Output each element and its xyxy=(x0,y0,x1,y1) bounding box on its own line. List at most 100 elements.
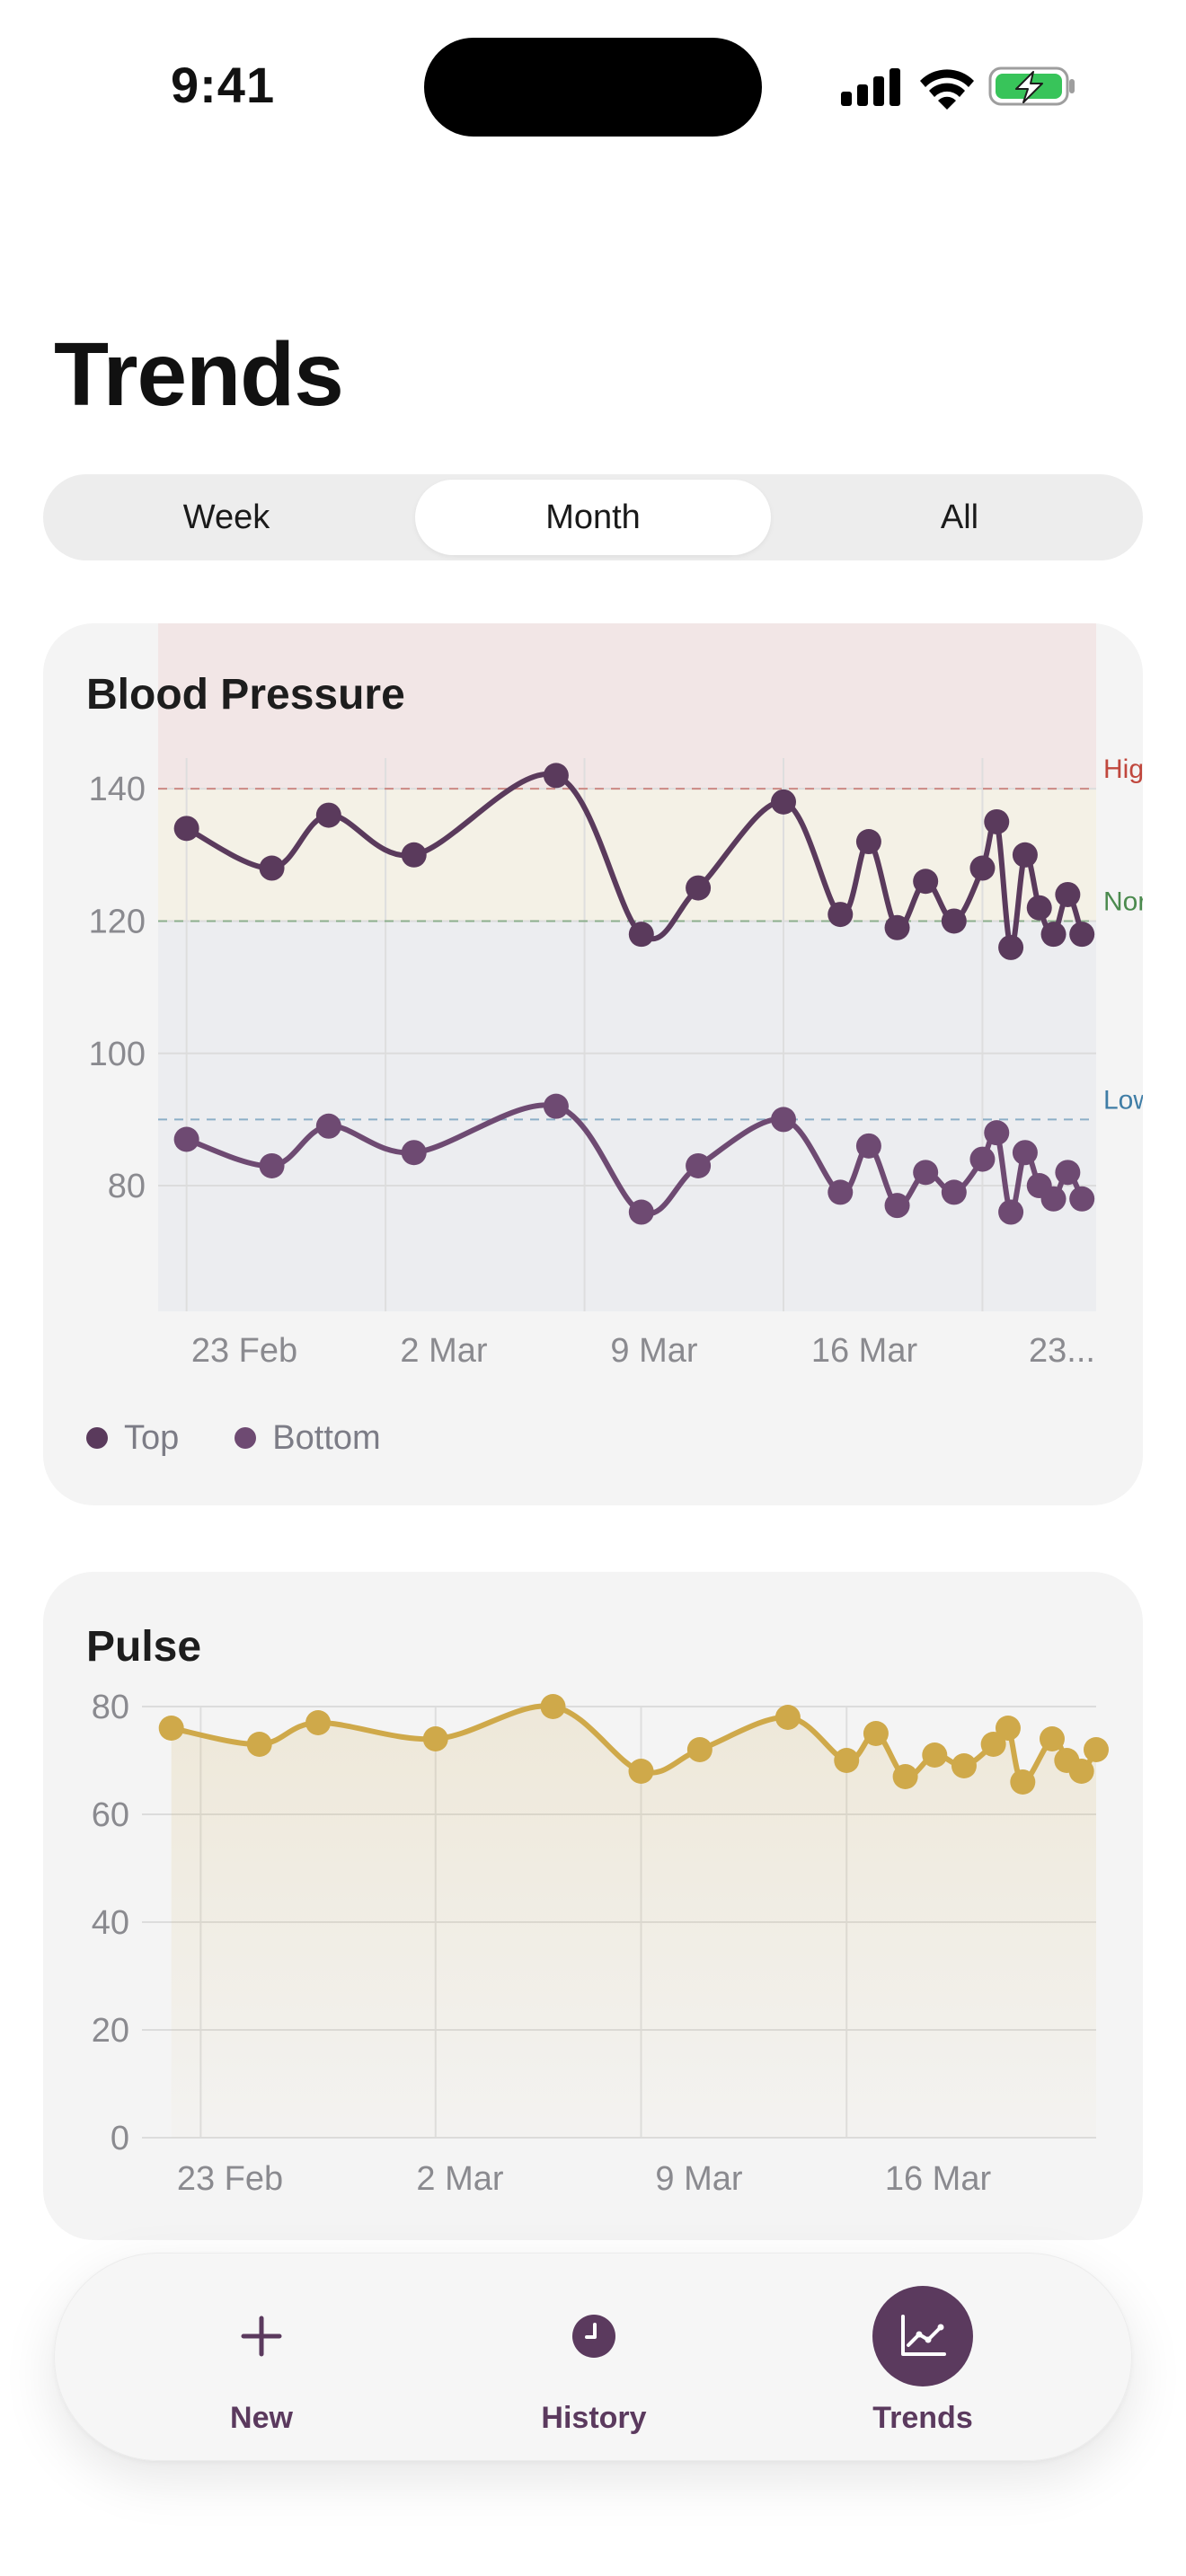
point-pulse-16 xyxy=(1039,1726,1065,1751)
point-pulse-8 xyxy=(834,1748,860,1773)
point-top-18 xyxy=(1040,922,1067,948)
status-time: 9:41 xyxy=(171,57,276,113)
status-bar: 9:41 xyxy=(0,0,1186,171)
point-bottom-1 xyxy=(259,1152,285,1178)
point-pulse-10 xyxy=(892,1764,918,1789)
period-segmented-control: Week Month All xyxy=(43,474,1143,560)
trend-chart-icon xyxy=(872,2286,973,2386)
x-tick-label-4: 23... xyxy=(1029,1332,1095,1370)
point-bottom-16 xyxy=(1012,1140,1038,1166)
point-pulse-6 xyxy=(686,1737,712,1762)
segment-month[interactable]: Month xyxy=(415,480,771,555)
point-bottom-7 xyxy=(771,1107,796,1133)
point-bottom-12 xyxy=(941,1179,967,1205)
reference-label-low: Low xyxy=(1103,1085,1143,1115)
y-tick-label-80: 80 xyxy=(108,1168,146,1205)
plus-icon xyxy=(211,2286,312,2386)
y-tick-label-60: 60 xyxy=(92,1796,129,1834)
point-bottom-19 xyxy=(1055,1160,1081,1186)
battery-charging-icon xyxy=(988,66,1075,106)
point-top-0 xyxy=(173,816,199,842)
point-top-14 xyxy=(984,808,1010,834)
point-top-1 xyxy=(259,855,285,881)
point-pulse-11 xyxy=(922,1742,948,1768)
point-top-5 xyxy=(628,922,654,948)
point-top-12 xyxy=(941,908,967,934)
point-pulse-7 xyxy=(774,1705,801,1730)
point-pulse-4 xyxy=(540,1694,566,1719)
tab-new-label: New xyxy=(230,2401,293,2435)
clock-icon xyxy=(544,2286,644,2386)
point-pulse-2 xyxy=(305,1710,332,1735)
point-top-9 xyxy=(855,829,881,855)
point-bottom-6 xyxy=(686,1152,712,1178)
point-bottom-5 xyxy=(628,1199,654,1225)
tab-new[interactable]: New xyxy=(154,2254,369,2462)
y-tick-label-0: 0 xyxy=(111,2120,129,2157)
legend-dot-top-icon xyxy=(86,1427,108,1449)
x-tick-label-2: 9 Mar xyxy=(655,2160,742,2198)
point-bottom-13 xyxy=(969,1146,996,1172)
point-bottom-3 xyxy=(401,1140,427,1166)
blood-pressure-legend: Top Bottom xyxy=(86,1416,437,1460)
y-tick-label-40: 40 xyxy=(92,1904,129,1942)
x-tick-label-0: 23 Feb xyxy=(191,1332,297,1370)
x-tick-label-0: 23 Feb xyxy=(177,2160,283,2198)
blood-pressure-title: Blood Pressure xyxy=(86,671,405,719)
point-top-15 xyxy=(998,934,1024,960)
legend-item-top: Top xyxy=(86,1419,179,1458)
legend-item-bottom: Bottom xyxy=(235,1418,381,1458)
point-top-16 xyxy=(1012,842,1038,868)
pulse-card: 0 20 40 60 80 23 Feb 2 Mar 9 Mar 16 Mar Pulse xyxy=(43,1572,1143,2240)
point-pulse-5 xyxy=(628,1759,654,1784)
point-top-13 xyxy=(969,855,996,881)
dynamic-island xyxy=(424,38,762,137)
point-bottom-4 xyxy=(543,1093,569,1119)
reference-label-high: High xyxy=(1103,754,1143,784)
point-bottom-9 xyxy=(855,1133,881,1159)
point-bottom-20 xyxy=(1069,1186,1095,1212)
point-top-8 xyxy=(828,902,854,928)
x-tick-label-3: 16 Mar xyxy=(885,2160,992,2198)
x-tick-label-1: 2 Mar xyxy=(416,2160,503,2198)
pulse-line xyxy=(168,1703,1099,1785)
y-tick-label-120: 120 xyxy=(89,903,146,940)
point-bottom-2 xyxy=(315,1113,341,1139)
pulse-chart: 0 20 40 60 80 23 Feb 2 Mar 9 Mar 16 Mar xyxy=(92,1689,1109,2198)
x-tick-label-3: 16 Mar xyxy=(811,1332,918,1370)
segment-week[interactable]: Week xyxy=(182,498,270,536)
tab-trends[interactable]: Trends xyxy=(815,2254,1031,2462)
tab-trends-label: Trends xyxy=(872,2401,973,2435)
pulse-area-fill xyxy=(171,1706,1097,2138)
point-top-4 xyxy=(543,763,569,789)
point-pulse-3 xyxy=(422,1726,448,1751)
y-tick-label-20: 20 xyxy=(92,2012,129,2050)
point-pulse-14 xyxy=(995,1716,1021,1741)
point-bottom-18 xyxy=(1040,1186,1067,1212)
page-title: Trends xyxy=(54,324,344,425)
blood-pressure-chart: 80 100 120 140 High Normal Low 23 Feb 2 Mar 9 Mar… xyxy=(89,623,1143,1370)
point-top-3 xyxy=(401,842,427,868)
y-tick-label-140: 140 xyxy=(89,771,146,808)
point-bottom-14 xyxy=(984,1120,1010,1146)
point-top-6 xyxy=(686,875,712,901)
point-pulse-1 xyxy=(246,1732,272,1757)
legend-label-bottom: Bottom xyxy=(272,1418,381,1457)
point-top-10 xyxy=(884,914,910,940)
x-tick-label-2: 9 Mar xyxy=(610,1332,697,1370)
point-pulse-9 xyxy=(863,1721,889,1746)
wifi-icon xyxy=(920,69,974,110)
point-pulse-0 xyxy=(158,1716,184,1741)
status-icons xyxy=(841,66,1075,110)
y-tick-label-80: 80 xyxy=(92,1689,129,1726)
point-pulse-12 xyxy=(951,1753,977,1778)
point-bottom-15 xyxy=(998,1199,1024,1225)
cellular-signal-icon xyxy=(841,68,900,106)
point-top-20 xyxy=(1069,922,1095,948)
segment-all[interactable]: All xyxy=(940,498,979,536)
point-bottom-0 xyxy=(173,1126,199,1152)
reference-label-normal: Normal xyxy=(1103,887,1143,916)
tab-history[interactable]: History xyxy=(486,2254,702,2462)
point-pulse-15 xyxy=(1010,1769,1036,1795)
point-bottom-8 xyxy=(828,1179,854,1205)
